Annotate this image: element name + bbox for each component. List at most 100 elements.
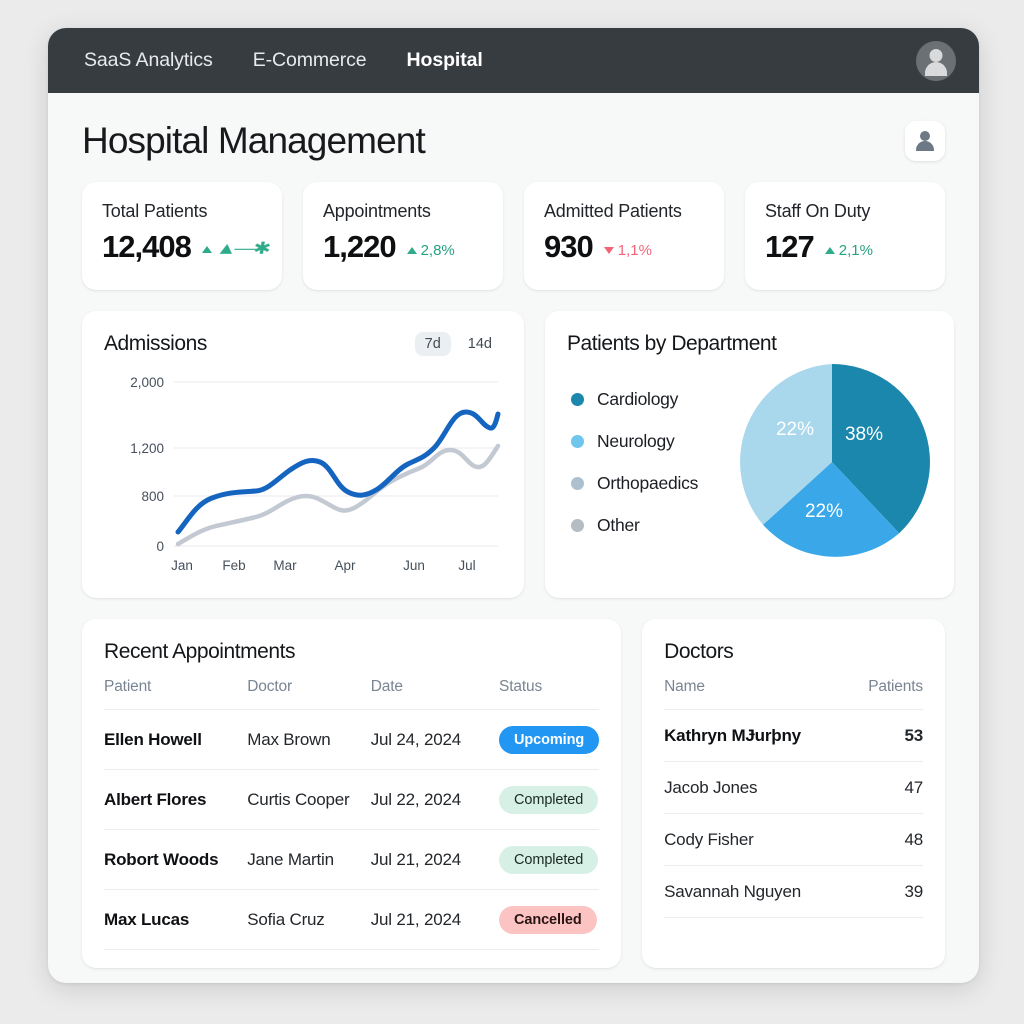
cell-status: Upcoming: [499, 709, 600, 770]
column-header-doctor: Doctor: [247, 678, 371, 710]
pie-slice-neurology: [763, 462, 900, 557]
cell-doctor: Curtis Cooper: [247, 769, 371, 830]
cell-patient-count: 48: [850, 813, 923, 866]
nav-tab-hospital[interactable]: Hospital: [406, 49, 483, 71]
legend-label: Other: [597, 514, 640, 535]
table-row[interactable]: Jacob Jones 47: [664, 761, 923, 814]
table-row[interactable]: Ellen Howell Max Brown Jul 24, 2024 Upco…: [104, 709, 600, 770]
cell-status: Completed: [499, 769, 600, 830]
departments-title: Patients by Department: [567, 332, 777, 355]
x-tick: Jun: [403, 558, 425, 573]
chart-row: Admissions 7d 14d: [82, 311, 954, 598]
cell-patient-count: 47: [850, 761, 923, 814]
recent-appointments-table: Patient Doctor Date Status Ellen Howell …: [104, 678, 600, 950]
legend-label: Cardiology: [597, 388, 679, 409]
nav-tab-saas-analytics[interactable]: SaaS Analytics: [84, 49, 213, 71]
legend-dot-icon: [571, 476, 584, 490]
table-row[interactable]: Savannah Nguyen 39: [664, 865, 923, 918]
legend-label: Orthopaedics: [597, 472, 699, 493]
pie-slice-orthopaedics: [740, 364, 832, 525]
nav-tab-e-commerce[interactable]: E-Commerce: [252, 49, 367, 71]
page-header: Hospital Management: [82, 93, 945, 182]
cell-patient: Ellen Howell: [104, 709, 248, 770]
kpi-delta-value: 2,1%: [838, 242, 873, 259]
range-option-14d[interactable]: 14d: [467, 336, 492, 352]
chart-y-axis-labels: 2,000 1,200 800 0: [130, 375, 164, 554]
cell-doctor-name: Kathryn MɈurþny: [664, 709, 851, 762]
pie-slice-cardiology: [832, 364, 930, 534]
cell-doctor: Sofia Cruz: [247, 889, 371, 950]
table-row[interactable]: Cody Fisher 48: [664, 813, 923, 866]
recent-appointments-title: Recent Appointments: [104, 640, 296, 663]
cell-patient: Max Lucas: [104, 889, 248, 950]
table-row[interactable]: Max Lucas Sofia Cruz Jul 21, 2024 Cancel…: [104, 889, 600, 950]
table-row[interactable]: Kathryn MɈurþny 53: [664, 709, 923, 762]
kpi-value: 12,408: [102, 229, 192, 264]
kpi-label: Admitted Patients: [544, 201, 682, 221]
kpi-card-total-patients: Total Patients 12,408 ▲—✱: [82, 182, 282, 290]
cell-date: Jul 24, 2024: [370, 709, 499, 770]
kpi-value: 127: [765, 229, 815, 264]
x-tick: Jan: [171, 558, 193, 573]
status-badge: Cancelled: [499, 906, 597, 934]
doctors-title: Doctors: [664, 640, 734, 663]
x-tick: Mar: [273, 558, 297, 573]
pie-label-cardiology: 38%: [845, 424, 883, 445]
pie-slice-labels: 38% 22% 22%: [776, 419, 883, 522]
user-profile-icon[interactable]: [905, 121, 945, 161]
kpi-delta-value: 1,1%: [617, 242, 652, 259]
kpi-card-row: Total Patients 12,408 ▲—✱ Appointments 1…: [82, 182, 945, 290]
cell-doctor-name: Cody Fisher: [664, 813, 851, 866]
status-badge: Completed: [499, 786, 599, 814]
table-row: Recent Appointments Patient Doctor Date …: [82, 619, 945, 968]
cell-doctor: Jane Martin: [247, 829, 371, 890]
table-row[interactable]: Robort Woods Jane Martin Jul 21, 2024 Co…: [104, 829, 600, 890]
kpi-label: Staff On Duty: [765, 201, 871, 221]
series-primary: [175, 409, 501, 535]
nav-tab-list: SaaS Analytics E-Commerce Hospital: [84, 49, 916, 72]
range-option-7d[interactable]: 7d: [414, 332, 451, 356]
legend-item-orthopaedics[interactable]: Orthopaedics: [571, 473, 732, 494]
departments-chart: Cardiology Neurology Orthopaedics O: [567, 362, 932, 562]
cell-doctor-name: Savannah Nguyen: [664, 865, 851, 918]
cell-patient-count: 39: [850, 865, 923, 918]
kpi-delta: 2,8%: [406, 242, 455, 262]
app-window: SaaS Analytics E-Commerce Hospital Hospi…: [48, 28, 979, 983]
legend-item-other[interactable]: Other: [571, 515, 732, 536]
cell-status: Cancelled: [499, 889, 600, 950]
admissions-title: Admissions: [104, 332, 207, 355]
y-tick: 1,200: [130, 441, 164, 456]
legend-item-neurology[interactable]: Neurology: [571, 431, 732, 452]
table-row[interactable]: Albert Flores Curtis Cooper Jul 22, 2024…: [104, 769, 600, 830]
trend-up-icon: [824, 247, 835, 254]
kpi-label: Appointments: [323, 201, 431, 221]
series-secondary: [175, 443, 501, 547]
user-avatar-icon[interactable]: [916, 40, 956, 81]
cell-date: Jul 21, 2024: [370, 829, 499, 890]
legend-item-cardiology[interactable]: Cardiology: [571, 389, 732, 410]
chart-gridlines: [174, 381, 498, 547]
table-header-row: Name Patients: [664, 678, 923, 710]
y-tick: 800: [141, 489, 164, 504]
trend-down-icon: [603, 247, 614, 254]
kpi-card-admitted-patients: Admitted Patients 930 1,1%: [524, 182, 724, 290]
column-header-patients: Patients: [850, 678, 923, 710]
pie-label-orthopaedics: 22%: [776, 419, 814, 440]
doctors-table: Name Patients Kathryn MɈurþny 53 Jacob J…: [664, 678, 923, 918]
chart-x-axis-labels: Jan Feb Mar Apr Jun Jul: [171, 558, 476, 573]
trend-up-icon: [406, 247, 417, 254]
pie-legend: Cardiology Neurology Orthopaedics O: [567, 389, 732, 536]
cell-patient: Robort Woods: [104, 829, 248, 890]
x-tick: Jul: [458, 558, 475, 573]
kpi-delta: ▲—✱: [201, 239, 270, 262]
pie-label-neurology: 22%: [805, 501, 843, 522]
page-body: Hospital Management Total Patients 12,40…: [48, 93, 979, 983]
top-navbar: SaaS Analytics E-Commerce Hospital: [48, 28, 979, 93]
cell-doctor-name: Jacob Jones: [664, 761, 851, 814]
cell-date: Jul 22, 2024: [370, 769, 499, 830]
cell-date: Jul 21, 2024: [370, 889, 499, 950]
cell-doctor: Max Brown: [247, 709, 371, 770]
page-title: Hospital Management: [82, 120, 426, 161]
column-header-name: Name: [664, 678, 851, 710]
cell-patient: Albert Flores: [104, 769, 248, 830]
